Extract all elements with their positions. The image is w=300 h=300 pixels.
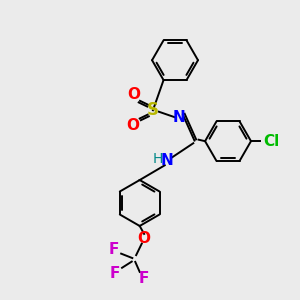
Text: F: F [138,271,149,286]
Text: O: O [127,118,140,133]
Text: F: F [109,242,119,257]
Text: O: O [128,87,141,102]
Text: H: H [153,152,163,166]
Text: F: F [110,266,120,281]
Text: N: N [173,110,186,125]
Text: O: O [138,231,151,246]
Text: N: N [160,153,173,168]
Text: S: S [147,101,159,119]
Text: Cl: Cl [263,134,279,149]
